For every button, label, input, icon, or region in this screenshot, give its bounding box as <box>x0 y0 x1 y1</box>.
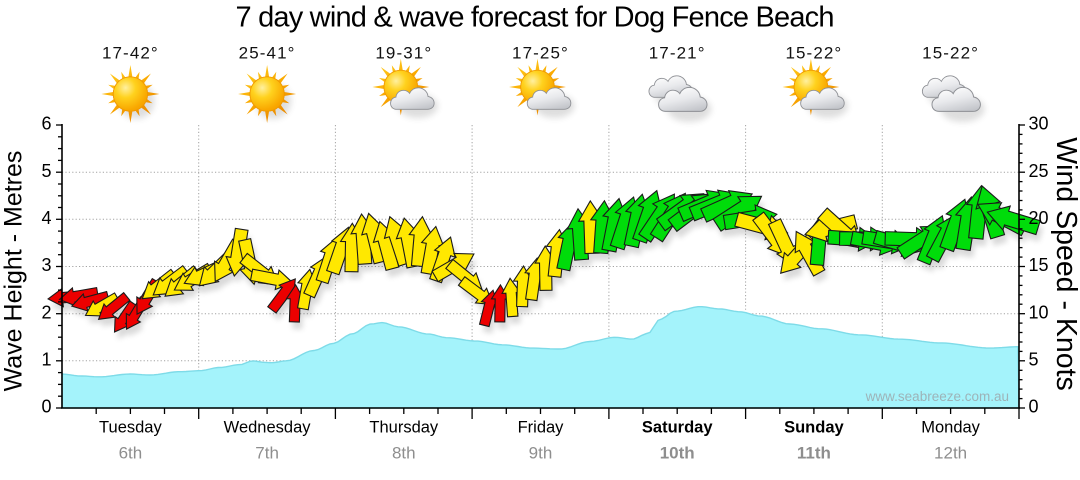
svg-text:17-21°: 17-21° <box>649 44 706 63</box>
svg-text:17-25°: 17-25° <box>512 44 569 63</box>
svg-text:10th: 10th <box>660 444 695 463</box>
svg-text:1: 1 <box>41 349 51 369</box>
svg-text:9th: 9th <box>529 444 553 463</box>
svg-text:4: 4 <box>41 208 51 228</box>
svg-text:www.seabreeze.com.au: www.seabreeze.com.au <box>865 389 1009 404</box>
svg-text:Wind Speed - Knots: Wind Speed - Knots <box>1050 137 1080 390</box>
svg-text:3: 3 <box>41 255 51 275</box>
svg-text:Saturday: Saturday <box>642 419 713 437</box>
svg-text:Sunday: Sunday <box>784 419 844 437</box>
svg-text:Tuesday: Tuesday <box>99 419 162 437</box>
svg-text:15-22°: 15-22° <box>785 44 842 63</box>
svg-text:25: 25 <box>1029 161 1049 181</box>
svg-text:Friday: Friday <box>518 419 565 437</box>
svg-text:7th: 7th <box>255 444 279 463</box>
svg-text:Thursday: Thursday <box>369 419 439 437</box>
svg-text:30: 30 <box>1029 114 1049 134</box>
svg-text:17-42°: 17-42° <box>102 44 159 63</box>
svg-text:15-22°: 15-22° <box>922 44 979 63</box>
svg-text:19-31°: 19-31° <box>375 44 432 63</box>
svg-text:Monday: Monday <box>921 419 980 437</box>
svg-text:0: 0 <box>41 397 51 417</box>
svg-text:Wednesday: Wednesday <box>224 419 312 437</box>
svg-text:2: 2 <box>41 302 51 322</box>
svg-text:0: 0 <box>1029 397 1039 417</box>
svg-text:25-41°: 25-41° <box>239 44 296 63</box>
svg-text:11th: 11th <box>797 444 831 463</box>
svg-text:5: 5 <box>1029 349 1039 369</box>
svg-text:20: 20 <box>1029 208 1049 228</box>
svg-text:12th: 12th <box>934 444 967 463</box>
svg-text:10: 10 <box>1029 302 1049 322</box>
svg-text:5: 5 <box>41 161 51 181</box>
svg-text:Wave Height - Metres: Wave Height - Metres <box>0 151 28 392</box>
svg-text:15: 15 <box>1029 255 1049 275</box>
svg-text:7 day wind & wave forecast for: 7 day wind & wave forecast for Dog Fence… <box>236 2 835 34</box>
svg-text:6th: 6th <box>119 444 143 463</box>
svg-text:8th: 8th <box>392 444 416 463</box>
svg-text:6: 6 <box>41 114 51 134</box>
